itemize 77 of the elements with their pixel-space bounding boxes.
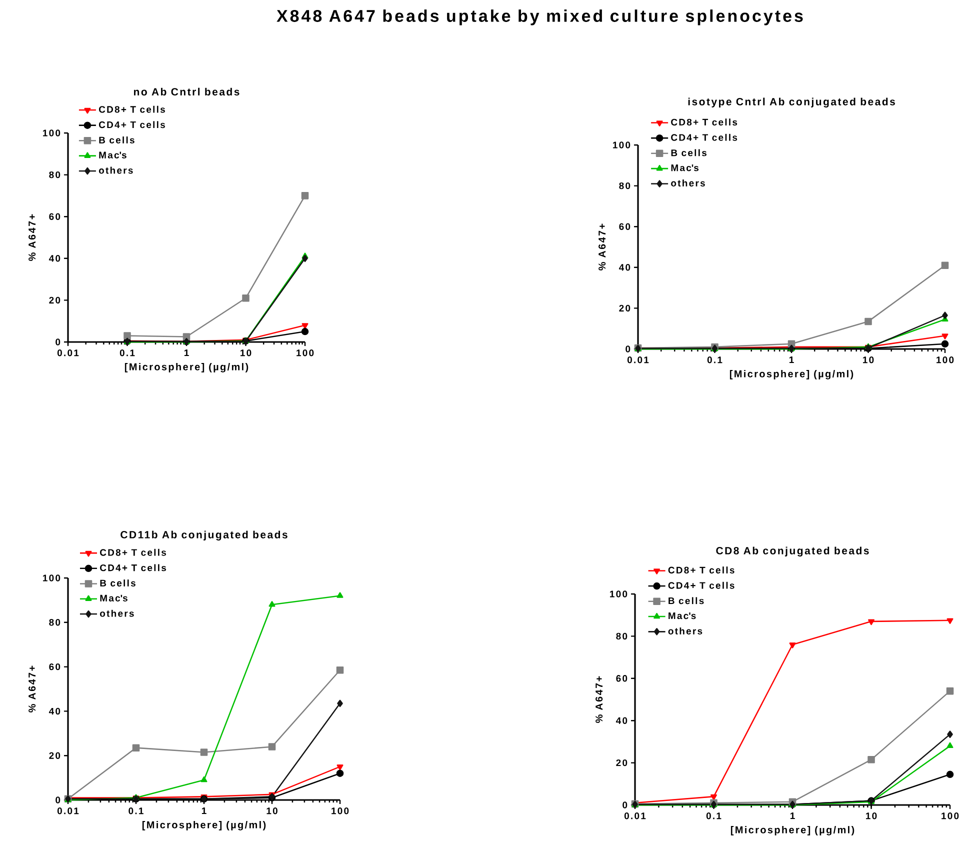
x-tick-label: 10 xyxy=(863,356,874,364)
x-tick-label: 100 xyxy=(332,808,349,814)
legend-label: CD4+ T cells xyxy=(98,121,165,128)
y-tick-label: 20 xyxy=(49,296,60,304)
y-axis-title: % A647+ xyxy=(28,666,36,712)
x-axis-title: [Microsphere] (µg/ml) xyxy=(124,363,248,372)
legend-label: others xyxy=(98,166,133,174)
y-tick-label: 100 xyxy=(43,574,60,582)
legend-label: others xyxy=(668,627,702,634)
x-axis-title: [Microsphere] (µg/ml) xyxy=(730,826,854,836)
legend-label: Mac's xyxy=(668,612,696,620)
legend-label: Mac's xyxy=(99,152,126,158)
x-tick-label: 1 xyxy=(184,349,189,356)
x-tick-label: 1 xyxy=(202,808,206,814)
legend-label: CD8+ T cells xyxy=(98,106,165,113)
chart-title: no Ab Cntrl beads xyxy=(134,88,240,96)
x-tick-label: 10 xyxy=(866,812,877,820)
chart-title: CD11b Ab conjugated beads xyxy=(120,530,288,540)
y-tick-label: 60 xyxy=(49,213,60,220)
y-tick-label: 100 xyxy=(610,590,628,598)
y-tick-label: 60 xyxy=(49,663,60,670)
legend-label: others xyxy=(100,610,134,617)
chart-title: CD8 Ab conjugated beads xyxy=(716,546,869,556)
y-tick-label: 80 xyxy=(616,632,628,640)
x-tick-label: 10 xyxy=(266,808,278,814)
x-tick-label: 1 xyxy=(789,356,794,364)
legend-label: CD8+ T cells xyxy=(100,548,166,556)
x-tick-label: 0.1 xyxy=(706,812,722,820)
y-tick-label: 0 xyxy=(622,802,628,808)
x-tick-label: 10 xyxy=(240,350,252,356)
y-tick-label: 20 xyxy=(619,304,630,312)
x-tick-label: 0.01 xyxy=(57,350,79,356)
x-tick-label: 0.1 xyxy=(707,356,722,364)
x-axis-title: [Microsphere] (µg/ml) xyxy=(730,370,854,380)
y-tick-label: 20 xyxy=(616,759,628,766)
x-tick-label: 0.1 xyxy=(120,350,135,356)
x-tick-label: 1 xyxy=(790,812,795,820)
y-axis-title: % A647+ xyxy=(596,676,603,723)
legend-label: others xyxy=(671,180,705,186)
y-tick-label: 40 xyxy=(618,264,630,271)
y-tick-label: 20 xyxy=(49,752,60,759)
y-tick-label: 40 xyxy=(616,717,628,724)
legend-label: B cells xyxy=(671,149,706,156)
y-tick-label: 60 xyxy=(616,675,628,682)
x-tick-label: 0.01 xyxy=(624,812,646,820)
legend-label: CD8+ T cells xyxy=(671,118,738,126)
y-tick-label: 60 xyxy=(619,223,630,230)
y-tick-label: 80 xyxy=(49,619,60,626)
x-tick-label: 100 xyxy=(936,356,954,364)
legend-label: Mac's xyxy=(671,164,699,172)
x-tick-label: 100 xyxy=(296,350,314,356)
legend-label: B cells xyxy=(99,136,134,144)
legend-label: Mac's xyxy=(100,594,128,602)
x-tick-label: 0.1 xyxy=(128,808,144,814)
legend-label: CD8+ T cells xyxy=(668,566,734,574)
y-tick-label: 0 xyxy=(56,796,60,804)
legend-label: CD4+ T cells xyxy=(671,134,738,141)
x-tick-label: 0.01 xyxy=(57,808,79,814)
y-axis-title: % A647+ xyxy=(598,224,606,270)
y-tick-label: 80 xyxy=(49,171,60,178)
y-tick-label: 100 xyxy=(613,142,630,148)
x-axis-title: [Microsphere] (µg/ml) xyxy=(142,821,266,830)
y-tick-label: 0 xyxy=(56,338,60,346)
y-axis-title: % A647+ xyxy=(28,214,36,261)
y-tick-label: 80 xyxy=(619,182,630,190)
legend-label: CD4+ T cells xyxy=(100,564,166,572)
legend-label: CD4+ T cells xyxy=(668,582,734,589)
y-tick-label: 100 xyxy=(43,130,60,136)
x-tick-label: 0.01 xyxy=(627,356,649,364)
legend-label: B cells xyxy=(100,580,136,586)
chart-title: isotype Cntrl Ab conjugated beads xyxy=(688,98,895,108)
y-tick-label: 40 xyxy=(48,255,60,262)
y-tick-label: 0 xyxy=(626,346,630,352)
legend-label: B cells xyxy=(668,597,704,604)
y-tick-label: 40 xyxy=(48,708,60,715)
x-tick-label: 100 xyxy=(942,812,959,820)
text: X848 A647 beads uptake by mixed culture splenocytes xyxy=(276,10,803,26)
